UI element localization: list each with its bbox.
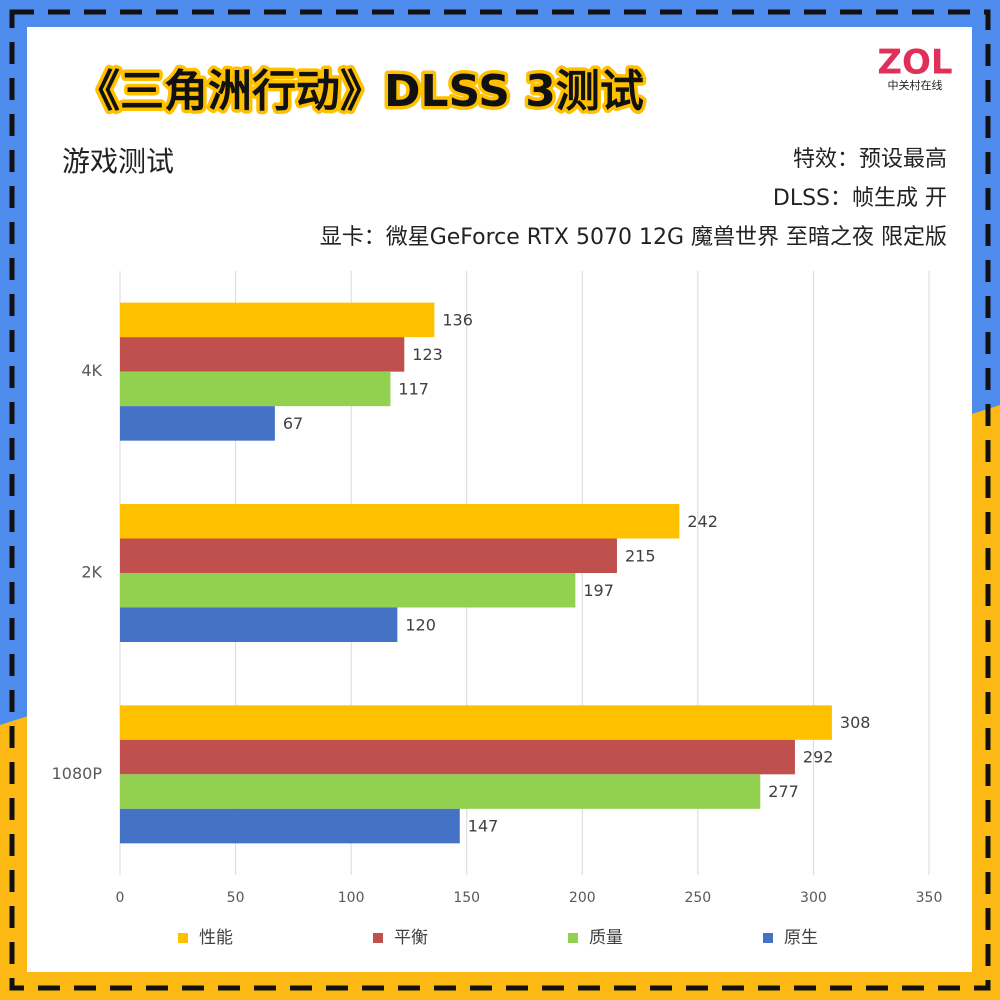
legend-label: 原生	[784, 928, 818, 948]
x-tick-label: 250	[684, 890, 711, 906]
logo-subtext: 中关村在线	[888, 78, 943, 92]
bar	[120, 607, 398, 642]
y-tick-label: 2K	[81, 563, 102, 582]
data-label: 292	[803, 748, 834, 767]
legend-label: 平衡	[394, 928, 428, 948]
legend-swatch	[373, 933, 383, 943]
x-tick-label: 100	[338, 890, 365, 906]
dashed-border	[9, 9, 991, 991]
x-tick-label: 150	[453, 890, 480, 906]
bar	[120, 774, 761, 809]
subtitle: 游戏测试	[62, 145, 174, 178]
x-tick-label: 0	[116, 890, 125, 906]
annotation: DLSS：帧生成 开	[773, 186, 947, 211]
data-label: 242	[687, 512, 718, 531]
bar	[120, 371, 391, 407]
data-label: 123	[412, 345, 443, 364]
data-label: 136	[442, 310, 473, 329]
bar	[120, 337, 405, 372]
legend-label: 性能	[199, 928, 233, 948]
data-label: 197	[583, 581, 614, 600]
legend-swatch	[568, 933, 578, 943]
annotation: 显卡：微星GeForce RTX 5070 12G 魔兽世界 至暗之夜 限定版	[320, 225, 947, 250]
legend-swatch	[178, 933, 188, 943]
data-label: 308	[840, 713, 871, 732]
bar	[120, 739, 795, 775]
x-tick-label: 350	[916, 890, 943, 906]
data-label: 277	[768, 782, 799, 801]
data-label: 215	[625, 546, 656, 565]
bar	[120, 808, 460, 844]
chart-title: 《三角洲行动》DLSS 3测试	[76, 66, 644, 117]
data-label: 67	[283, 414, 303, 433]
y-tick-label: 1080P	[52, 764, 103, 783]
x-tick-label: 200	[569, 890, 596, 906]
bar	[120, 504, 680, 539]
data-label: 147	[468, 817, 499, 836]
data-label: 120	[405, 615, 436, 634]
x-tick-label: 50	[227, 890, 245, 906]
legend-label: 质量	[589, 928, 623, 948]
x-tick-label: 300	[800, 890, 827, 906]
bar	[120, 302, 435, 338]
bar	[120, 538, 617, 573]
logo-text: ZOL	[877, 43, 952, 83]
bar	[120, 705, 832, 740]
bar	[120, 573, 576, 608]
bar	[120, 406, 275, 441]
annotation: 特效：预设最高	[793, 147, 947, 172]
legend-swatch	[763, 933, 773, 943]
data-label: 117	[398, 379, 429, 398]
y-tick-label: 4K	[81, 361, 102, 380]
